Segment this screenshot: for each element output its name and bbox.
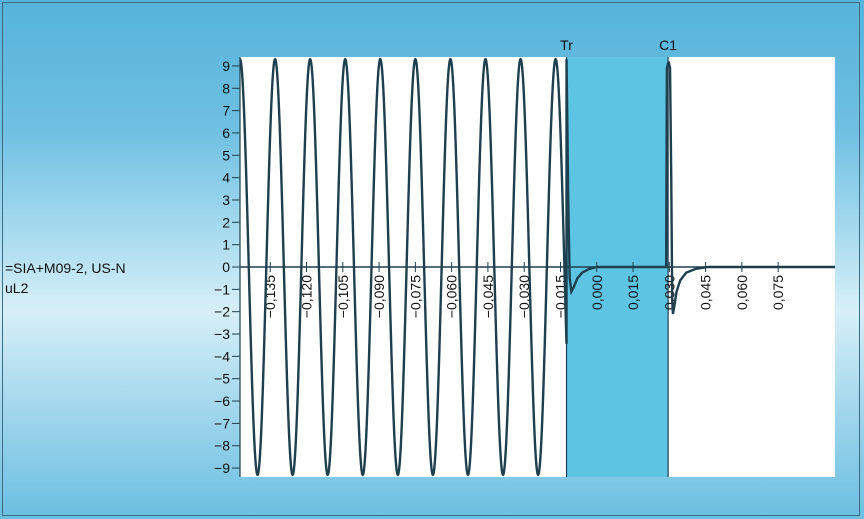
x-tick-label: 0,060 [734, 275, 750, 310]
y-tick-label: 1 [222, 237, 230, 253]
y-tick-label: −3 [214, 326, 230, 342]
y-tick-label: −1 [214, 281, 230, 297]
y-tick-label: 5 [222, 147, 230, 163]
x-tick-label: −0,030 [516, 275, 532, 318]
x-tick-label: −0,090 [371, 275, 387, 318]
cursor-label-c1: C1 [659, 37, 677, 53]
signal-line [239, 57, 835, 477]
x-tick-label: −0,120 [299, 275, 315, 318]
y-tick-label: 4 [222, 170, 230, 186]
y-tick-label: −6 [214, 393, 230, 409]
y-tick-label: 7 [222, 103, 230, 119]
x-tick-label: −0,075 [407, 275, 423, 318]
x-tick-label: −0,045 [480, 275, 496, 318]
signal-label-line-1: =SIA+M09-2, US-N [5, 260, 126, 276]
x-tick-label: 0,000 [589, 275, 605, 310]
y-tick-label: 6 [222, 125, 230, 141]
y-tick-label: 0 [222, 259, 230, 275]
y-tick-label: 2 [222, 214, 230, 230]
y-tick-label: −7 [214, 415, 230, 431]
signal-label: =SIA+M09-2, US-N uL2 [5, 260, 126, 296]
y-tick-label: −8 [214, 438, 230, 454]
x-tick-label: −0,105 [335, 275, 351, 318]
y-tick-label: −5 [214, 371, 230, 387]
x-tick-label: −0,060 [444, 275, 460, 318]
signal-label-line-2: uL2 [5, 280, 29, 296]
cursor-label-tr: Tr [560, 37, 573, 53]
y-tick-label: −4 [214, 348, 230, 364]
x-tick-label: 0,075 [770, 275, 786, 310]
y-tick-label: 3 [222, 192, 230, 208]
y-tick-label: −2 [214, 304, 230, 320]
y-tick-label: 9 [222, 58, 230, 74]
x-tick-label: 0,045 [698, 275, 714, 310]
y-tick-label: 8 [222, 80, 230, 96]
y-tick-label: −9 [214, 460, 230, 476]
x-tick-label: 0,015 [625, 275, 641, 310]
